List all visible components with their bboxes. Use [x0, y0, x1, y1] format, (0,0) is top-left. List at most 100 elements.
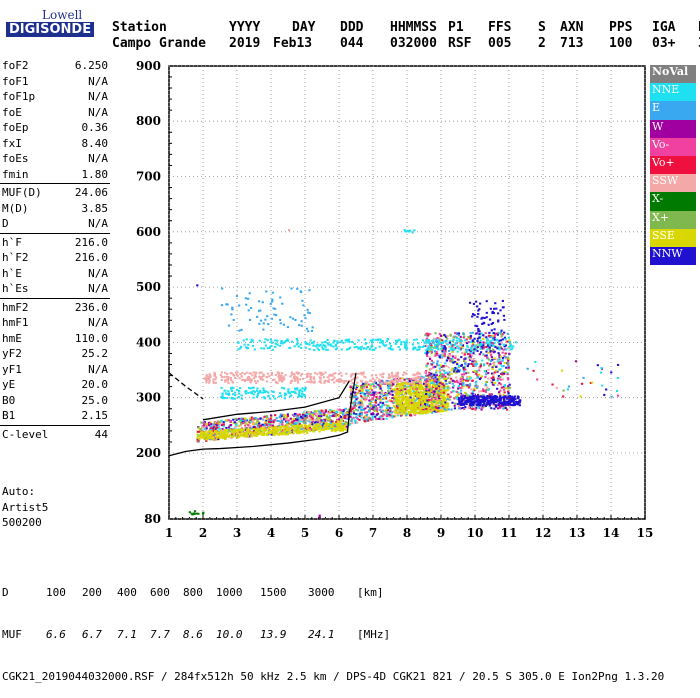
echo-point: [470, 388, 472, 390]
echo-point: [387, 407, 389, 409]
echo-point: [427, 334, 429, 336]
echo-point: [304, 412, 306, 414]
echo-point: [212, 438, 214, 440]
echo-point: [395, 343, 397, 345]
echo-point: [293, 418, 295, 420]
echo-point: [377, 384, 379, 386]
echo-point: [224, 379, 226, 381]
echo-point: [371, 404, 373, 406]
echo-point: [461, 399, 463, 401]
echo-point: [447, 394, 449, 396]
echo-point: [478, 330, 480, 332]
echo-point: [304, 424, 306, 426]
echo-point: [502, 359, 504, 361]
echo-point: [486, 396, 488, 398]
echo-point: [254, 417, 256, 419]
echo-point: [388, 385, 390, 387]
echo-point: [462, 382, 464, 384]
echo-point: [481, 360, 483, 362]
echo-point: [506, 341, 508, 343]
echo-point: [470, 347, 472, 349]
echo-point: [353, 396, 355, 398]
echo-point: [401, 377, 403, 379]
echo-point: [390, 412, 392, 414]
echo-point: [304, 415, 306, 417]
echo-point: [507, 333, 509, 335]
echo-point: [418, 372, 420, 374]
echo-point: [379, 338, 381, 340]
echo-point: [220, 430, 222, 432]
echo-point: [403, 395, 405, 397]
echo-point: [463, 373, 465, 375]
echo-point: [463, 333, 465, 335]
echo-point: [294, 319, 296, 321]
echo-point: [581, 383, 583, 385]
echo-point: [432, 339, 434, 341]
echo-point: [470, 337, 472, 339]
x-tick-label: 12: [535, 526, 552, 540]
echo-point: [439, 367, 441, 369]
echo-point: [494, 342, 496, 344]
echo-point: [258, 391, 260, 393]
echo-point: [486, 316, 488, 318]
echo-point: [346, 339, 348, 341]
echo-point: [443, 392, 445, 394]
echo-point: [410, 387, 412, 389]
echo-point: [259, 417, 261, 419]
echo-point: [472, 380, 474, 382]
echo-point: [324, 346, 326, 348]
echo-point: [497, 380, 499, 382]
echo-point: [366, 419, 368, 421]
echo-point: [310, 340, 312, 342]
echo-point: [439, 411, 441, 413]
echo-point: [312, 428, 314, 430]
echo-point: [204, 431, 206, 433]
echo-point: [468, 363, 470, 365]
echo-point: [271, 374, 273, 376]
echo-point: [405, 373, 407, 375]
echo-point: [226, 373, 228, 375]
echo-point: [504, 362, 506, 364]
echo-point: [228, 325, 230, 327]
echo-point: [290, 288, 292, 290]
echo-point: [282, 433, 284, 435]
echo-point: [470, 352, 472, 354]
echo-point: [468, 386, 470, 388]
echo-point: [212, 427, 214, 429]
x-tick-label: 6: [335, 526, 343, 540]
echo-point: [298, 432, 300, 434]
echo-point: [495, 398, 497, 400]
echo-point: [263, 341, 265, 343]
echo-point: [363, 418, 365, 420]
echo-point: [209, 374, 211, 376]
echo-point: [231, 381, 233, 383]
x-tick-label: 10: [467, 526, 484, 540]
echo-point: [416, 402, 418, 404]
echo-point: [485, 346, 487, 348]
echo-point: [240, 329, 242, 331]
echo-point: [380, 388, 382, 390]
echo-point: [356, 346, 358, 348]
echo-point: [498, 358, 500, 360]
echo-point: [305, 347, 307, 349]
echo-point: [446, 402, 448, 404]
echo-point: [280, 322, 282, 324]
echo-point: [320, 374, 322, 376]
echo-point: [306, 427, 308, 429]
echo-point: [421, 377, 423, 379]
echo-point: [486, 381, 488, 383]
echo-point: [431, 349, 433, 351]
echo-point: [303, 314, 305, 316]
echo-point: [406, 402, 408, 404]
echo-point: [476, 340, 478, 342]
echo-point: [296, 343, 298, 345]
x-tick-label: 9: [437, 526, 445, 540]
echo-point: [260, 320, 262, 322]
echo-point: [297, 373, 299, 375]
echo-point: [436, 407, 438, 409]
echo-point: [263, 348, 265, 350]
echo-point: [466, 376, 468, 378]
echo-point: [223, 425, 225, 427]
echo-point: [397, 380, 399, 382]
echo-point: [472, 393, 474, 395]
